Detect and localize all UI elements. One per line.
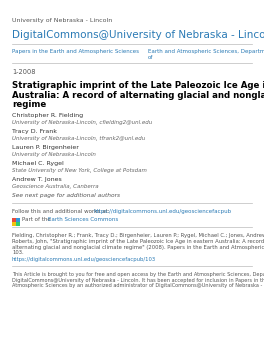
Text: Follow this and additional works at:: Follow this and additional works at: xyxy=(12,209,111,214)
Text: Fielding, Christopher R.; Frank, Tracy D.; Birgenheier, Lauren P.; Rygel, Michae: Fielding, Christopher R.; Frank, Tracy D… xyxy=(12,233,264,238)
Bar xyxy=(16,218,20,222)
Bar xyxy=(16,222,20,225)
Text: University of Nebraska-Lincoln, tfrank2@unl.edu: University of Nebraska-Lincoln, tfrank2@… xyxy=(12,136,145,141)
Text: 103.: 103. xyxy=(12,250,23,255)
Text: Lauren P. Birgenheier: Lauren P. Birgenheier xyxy=(12,145,79,150)
Text: Earth Sciences Commons: Earth Sciences Commons xyxy=(48,217,118,222)
Text: See next page for additional authors: See next page for additional authors xyxy=(12,193,120,198)
Text: Geoscience Australia, Canberra: Geoscience Australia, Canberra xyxy=(12,184,99,189)
Text: University of Nebraska-Lincoln, cfielding2@unl.edu: University of Nebraska-Lincoln, cfieldin… xyxy=(12,120,152,125)
Text: Andrew T. Jones: Andrew T. Jones xyxy=(12,177,62,182)
Text: Stratigraphic imprint of the Late Paleozoic Ice Age in eastern: Stratigraphic imprint of the Late Paleoz… xyxy=(12,81,264,90)
Text: DigitalCommons@University of Nebraska - Lincoln: DigitalCommons@University of Nebraska - … xyxy=(12,30,264,40)
Text: DigitalCommons@University of Nebraska - Lincoln. It has been accepted for inclus: DigitalCommons@University of Nebraska - … xyxy=(12,278,264,283)
Text: Papers in the Earth and Atmospheric Sciences: Papers in the Earth and Atmospheric Scie… xyxy=(12,49,139,54)
Text: https://digitalcommons.unl.edu/geosciencefacpub/103: https://digitalcommons.unl.edu/geoscienc… xyxy=(12,257,156,262)
Text: This Article is brought to you for free and open access by the Earth and Atmosph: This Article is brought to you for free … xyxy=(12,272,264,277)
Text: University of Nebraska-Lincoln: University of Nebraska-Lincoln xyxy=(12,152,96,157)
Bar xyxy=(12,218,16,222)
Text: Michael C. Rygel: Michael C. Rygel xyxy=(12,161,64,166)
Text: Earth and Atmospheric Sciences, Department
of: Earth and Atmospheric Sciences, Departme… xyxy=(148,49,264,60)
Text: Christopher R. Fielding: Christopher R. Fielding xyxy=(12,113,83,118)
Text: https://digitalcommons.unl.edu/geosciencefacpub: https://digitalcommons.unl.edu/geoscienc… xyxy=(93,209,231,214)
Text: regime: regime xyxy=(12,100,46,109)
Text: 1-2008: 1-2008 xyxy=(12,69,35,75)
Text: alternating glacial and nonglacial climate regime" (2008). Papers in the Earth a: alternating glacial and nonglacial clima… xyxy=(12,244,264,250)
Text: Australia: A record of alternating glacial and nonglacial climate: Australia: A record of alternating glaci… xyxy=(12,90,264,100)
Text: Tracy D. Frank: Tracy D. Frank xyxy=(12,129,57,134)
Text: State University of New York, College at Potsdam: State University of New York, College at… xyxy=(12,168,147,173)
Bar xyxy=(12,222,16,225)
Text: Part of the: Part of the xyxy=(22,217,53,222)
Text: University of Nebraska - Lincoln: University of Nebraska - Lincoln xyxy=(12,18,112,23)
Text: Roberts, John, "Stratigraphic imprint of the Late Paleozoic Ice Age in eastern A: Roberts, John, "Stratigraphic imprint of… xyxy=(12,239,264,244)
Text: Atmospheric Sciences by an authorized administrator of DigitalCommons@University: Atmospheric Sciences by an authorized ad… xyxy=(12,283,264,288)
